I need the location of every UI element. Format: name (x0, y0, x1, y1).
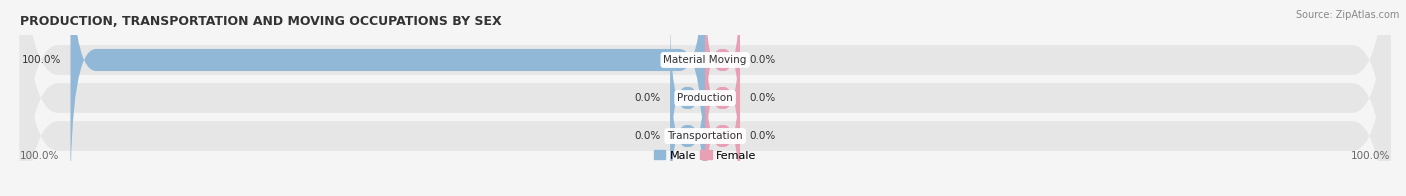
FancyBboxPatch shape (706, 0, 740, 144)
FancyBboxPatch shape (20, 0, 1391, 196)
FancyBboxPatch shape (706, 14, 740, 182)
Text: 100.0%: 100.0% (21, 55, 60, 65)
FancyBboxPatch shape (20, 0, 1391, 196)
Text: 100.0%: 100.0% (20, 151, 59, 161)
Text: 100.0%: 100.0% (1351, 151, 1391, 161)
Text: Transportation: Transportation (668, 131, 742, 141)
Text: Source: ZipAtlas.com: Source: ZipAtlas.com (1295, 10, 1399, 20)
Text: 0.0%: 0.0% (749, 131, 776, 141)
Text: Material Moving: Material Moving (664, 55, 747, 65)
Text: PRODUCTION, TRANSPORTATION AND MOVING OCCUPATIONS BY SEX: PRODUCTION, TRANSPORTATION AND MOVING OC… (20, 15, 502, 28)
Text: Production: Production (678, 93, 733, 103)
Text: 0.0%: 0.0% (749, 55, 776, 65)
FancyBboxPatch shape (671, 52, 706, 196)
FancyBboxPatch shape (70, 0, 706, 196)
Text: 0.0%: 0.0% (634, 93, 661, 103)
FancyBboxPatch shape (706, 52, 740, 196)
Text: 0.0%: 0.0% (634, 131, 661, 141)
FancyBboxPatch shape (20, 0, 1391, 196)
Legend: Male, Female: Male, Female (650, 146, 761, 165)
Text: 0.0%: 0.0% (749, 93, 776, 103)
FancyBboxPatch shape (671, 14, 706, 182)
